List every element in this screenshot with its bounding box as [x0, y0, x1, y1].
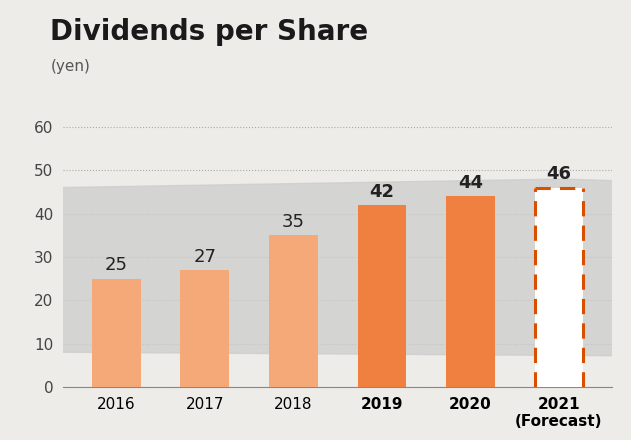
Text: 35: 35 — [282, 213, 305, 231]
Bar — [358, 205, 406, 387]
Bar — [446, 196, 495, 387]
Text: (yen): (yen) — [50, 59, 90, 74]
Text: Dividends per Share: Dividends per Share — [50, 18, 369, 46]
Bar — [180, 270, 229, 387]
Bar — [92, 279, 141, 387]
Text: 46: 46 — [546, 165, 572, 183]
Text: 25: 25 — [105, 257, 127, 275]
Text: 42: 42 — [369, 183, 394, 201]
Text: 27: 27 — [193, 248, 216, 266]
Bar — [534, 188, 583, 387]
Bar — [269, 235, 317, 387]
Text: 44: 44 — [458, 174, 483, 192]
FancyArrow shape — [0, 179, 631, 356]
